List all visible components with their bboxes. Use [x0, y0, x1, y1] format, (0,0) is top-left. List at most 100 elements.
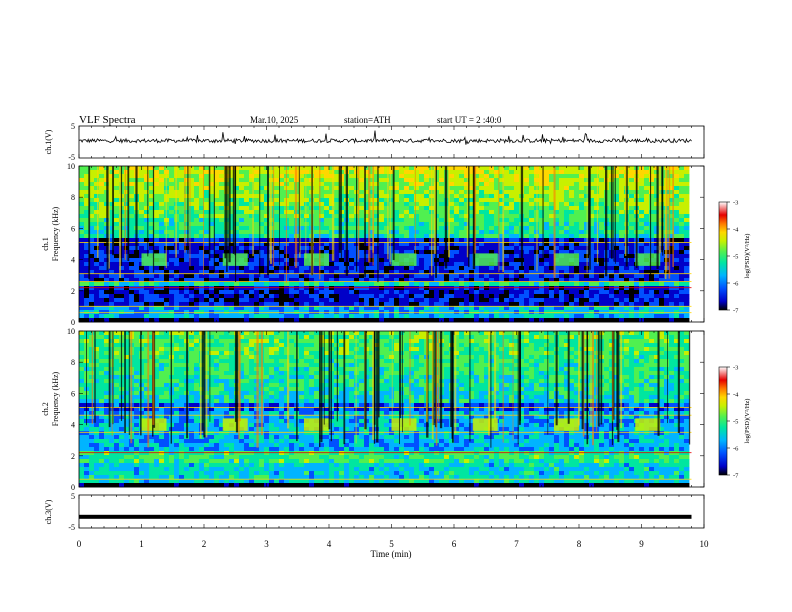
spectrogram-cell	[619, 254, 625, 259]
spectrogram-cell	[214, 286, 220, 291]
spectrogram-cell	[559, 314, 565, 319]
spectrogram-cell	[234, 250, 240, 255]
spectrogram-cell	[474, 286, 480, 291]
spectrogram-cell	[539, 186, 545, 191]
spectrogram-cell	[129, 174, 135, 179]
spectrogram-cell	[684, 294, 690, 299]
spectrogram-cell	[214, 214, 220, 219]
spectrogram-cell	[474, 250, 480, 255]
spectrogram-cell	[129, 178, 135, 183]
sferic-spike	[656, 166, 659, 269]
spectrogram-cell	[294, 278, 300, 283]
spectrogram-cell	[299, 274, 305, 279]
spectrogram-cell	[559, 246, 565, 251]
spectrogram-cell	[169, 314, 175, 319]
spectrogram-cell	[494, 178, 500, 183]
spectrogram-cell	[234, 198, 240, 203]
spectrogram-cell	[524, 222, 530, 227]
spectrogram-cell	[139, 198, 145, 203]
spectrogram-cell	[529, 246, 535, 251]
spectrogram-cell	[349, 302, 355, 307]
spectrogram-cell	[649, 290, 655, 295]
spectrogram-cell	[589, 202, 595, 207]
spectrogram-cell	[524, 226, 530, 231]
spectrogram-cell	[359, 290, 365, 295]
spectrogram-cell	[379, 262, 385, 267]
spectrogram-cell	[179, 166, 185, 171]
spectrogram-cell	[409, 202, 415, 207]
spectrogram-cell	[99, 270, 105, 275]
spectrogram-cell	[474, 318, 480, 323]
spectrogram-cell	[389, 210, 395, 215]
spectrogram-cell	[109, 246, 115, 251]
spectrogram-cell	[394, 274, 400, 279]
spectrogram-cell	[299, 286, 305, 291]
spectrogram-cell	[514, 258, 520, 263]
spectrogram-cell	[634, 298, 640, 303]
spectrogram-cell	[519, 290, 525, 295]
spectrogram-cell	[144, 170, 150, 175]
spectrogram-cell	[354, 278, 360, 283]
spectrogram-cell	[99, 206, 105, 211]
spectrogram-cell	[399, 214, 405, 219]
y-tick-label: 2	[71, 287, 75, 296]
spectrogram-cell	[324, 282, 330, 287]
spectrogram-cell	[379, 282, 385, 287]
spectrogram-cell	[189, 238, 195, 243]
spectrogram-cell	[234, 218, 240, 223]
spectrogram-cell	[84, 286, 90, 291]
spectrogram-cell	[349, 202, 355, 207]
spectrogram-cell	[159, 178, 165, 183]
spectrogram-cell	[599, 262, 605, 267]
spectrogram-cell	[539, 182, 545, 187]
spectrogram-cell	[564, 270, 570, 275]
spectrogram-cell	[239, 166, 245, 171]
spectrogram-cell	[509, 186, 515, 191]
spectrogram-cell	[94, 270, 100, 275]
spectrogram-cell	[184, 218, 190, 223]
spectrogram-cell	[364, 170, 370, 175]
spectrogram-cell	[514, 306, 520, 311]
spectrogram-cell	[619, 262, 625, 267]
spectrogram-cell	[604, 294, 610, 299]
spectrogram-cell	[289, 222, 295, 227]
spectrogram-cell	[479, 278, 485, 283]
spectrogram-cell	[349, 274, 355, 279]
spectrogram-cell	[324, 294, 330, 299]
spectrogram-cell	[524, 190, 530, 195]
spectrogram-cell	[324, 318, 330, 323]
spectrogram-cell	[524, 214, 530, 219]
spectrogram-cell	[574, 306, 580, 311]
spectrogram-cell	[134, 266, 140, 271]
spectrogram-cell	[564, 206, 570, 211]
spectrogram-cell	[499, 298, 505, 303]
spectrogram-cell	[459, 298, 465, 303]
spectrogram-cell	[144, 222, 150, 227]
spectrogram-cell	[379, 222, 385, 227]
spectrogram-cell	[114, 222, 120, 227]
spectrogram-cell	[234, 314, 240, 319]
spectrogram-cell	[614, 218, 620, 223]
spectrogram-cell	[679, 302, 685, 307]
spectrogram-cell	[464, 274, 470, 279]
spectrogram-cell	[389, 242, 395, 247]
spectrogram-cell	[309, 286, 315, 291]
spectrogram-cell	[529, 230, 535, 235]
spectrogram-cell	[144, 186, 150, 191]
spectrogram-cell	[544, 298, 550, 303]
spectrogram-cell	[179, 230, 185, 235]
spectrogram-cell	[439, 258, 445, 263]
spectrogram-cell	[509, 198, 515, 203]
spectrogram-cell	[649, 190, 655, 195]
spectrogram-cell	[594, 314, 600, 319]
spectrogram-cell	[309, 318, 315, 323]
spectrogram-cell	[409, 274, 415, 279]
spectrogram-cell	[514, 250, 520, 255]
spectrogram-cell	[524, 170, 530, 175]
spectrogram-cell	[454, 246, 460, 251]
spectrogram-cell	[154, 302, 160, 307]
spectrogram-cell	[369, 286, 375, 291]
spectrogram-cell	[329, 298, 335, 303]
spectrogram-cell	[464, 230, 470, 235]
sferic-spike	[175, 166, 177, 258]
